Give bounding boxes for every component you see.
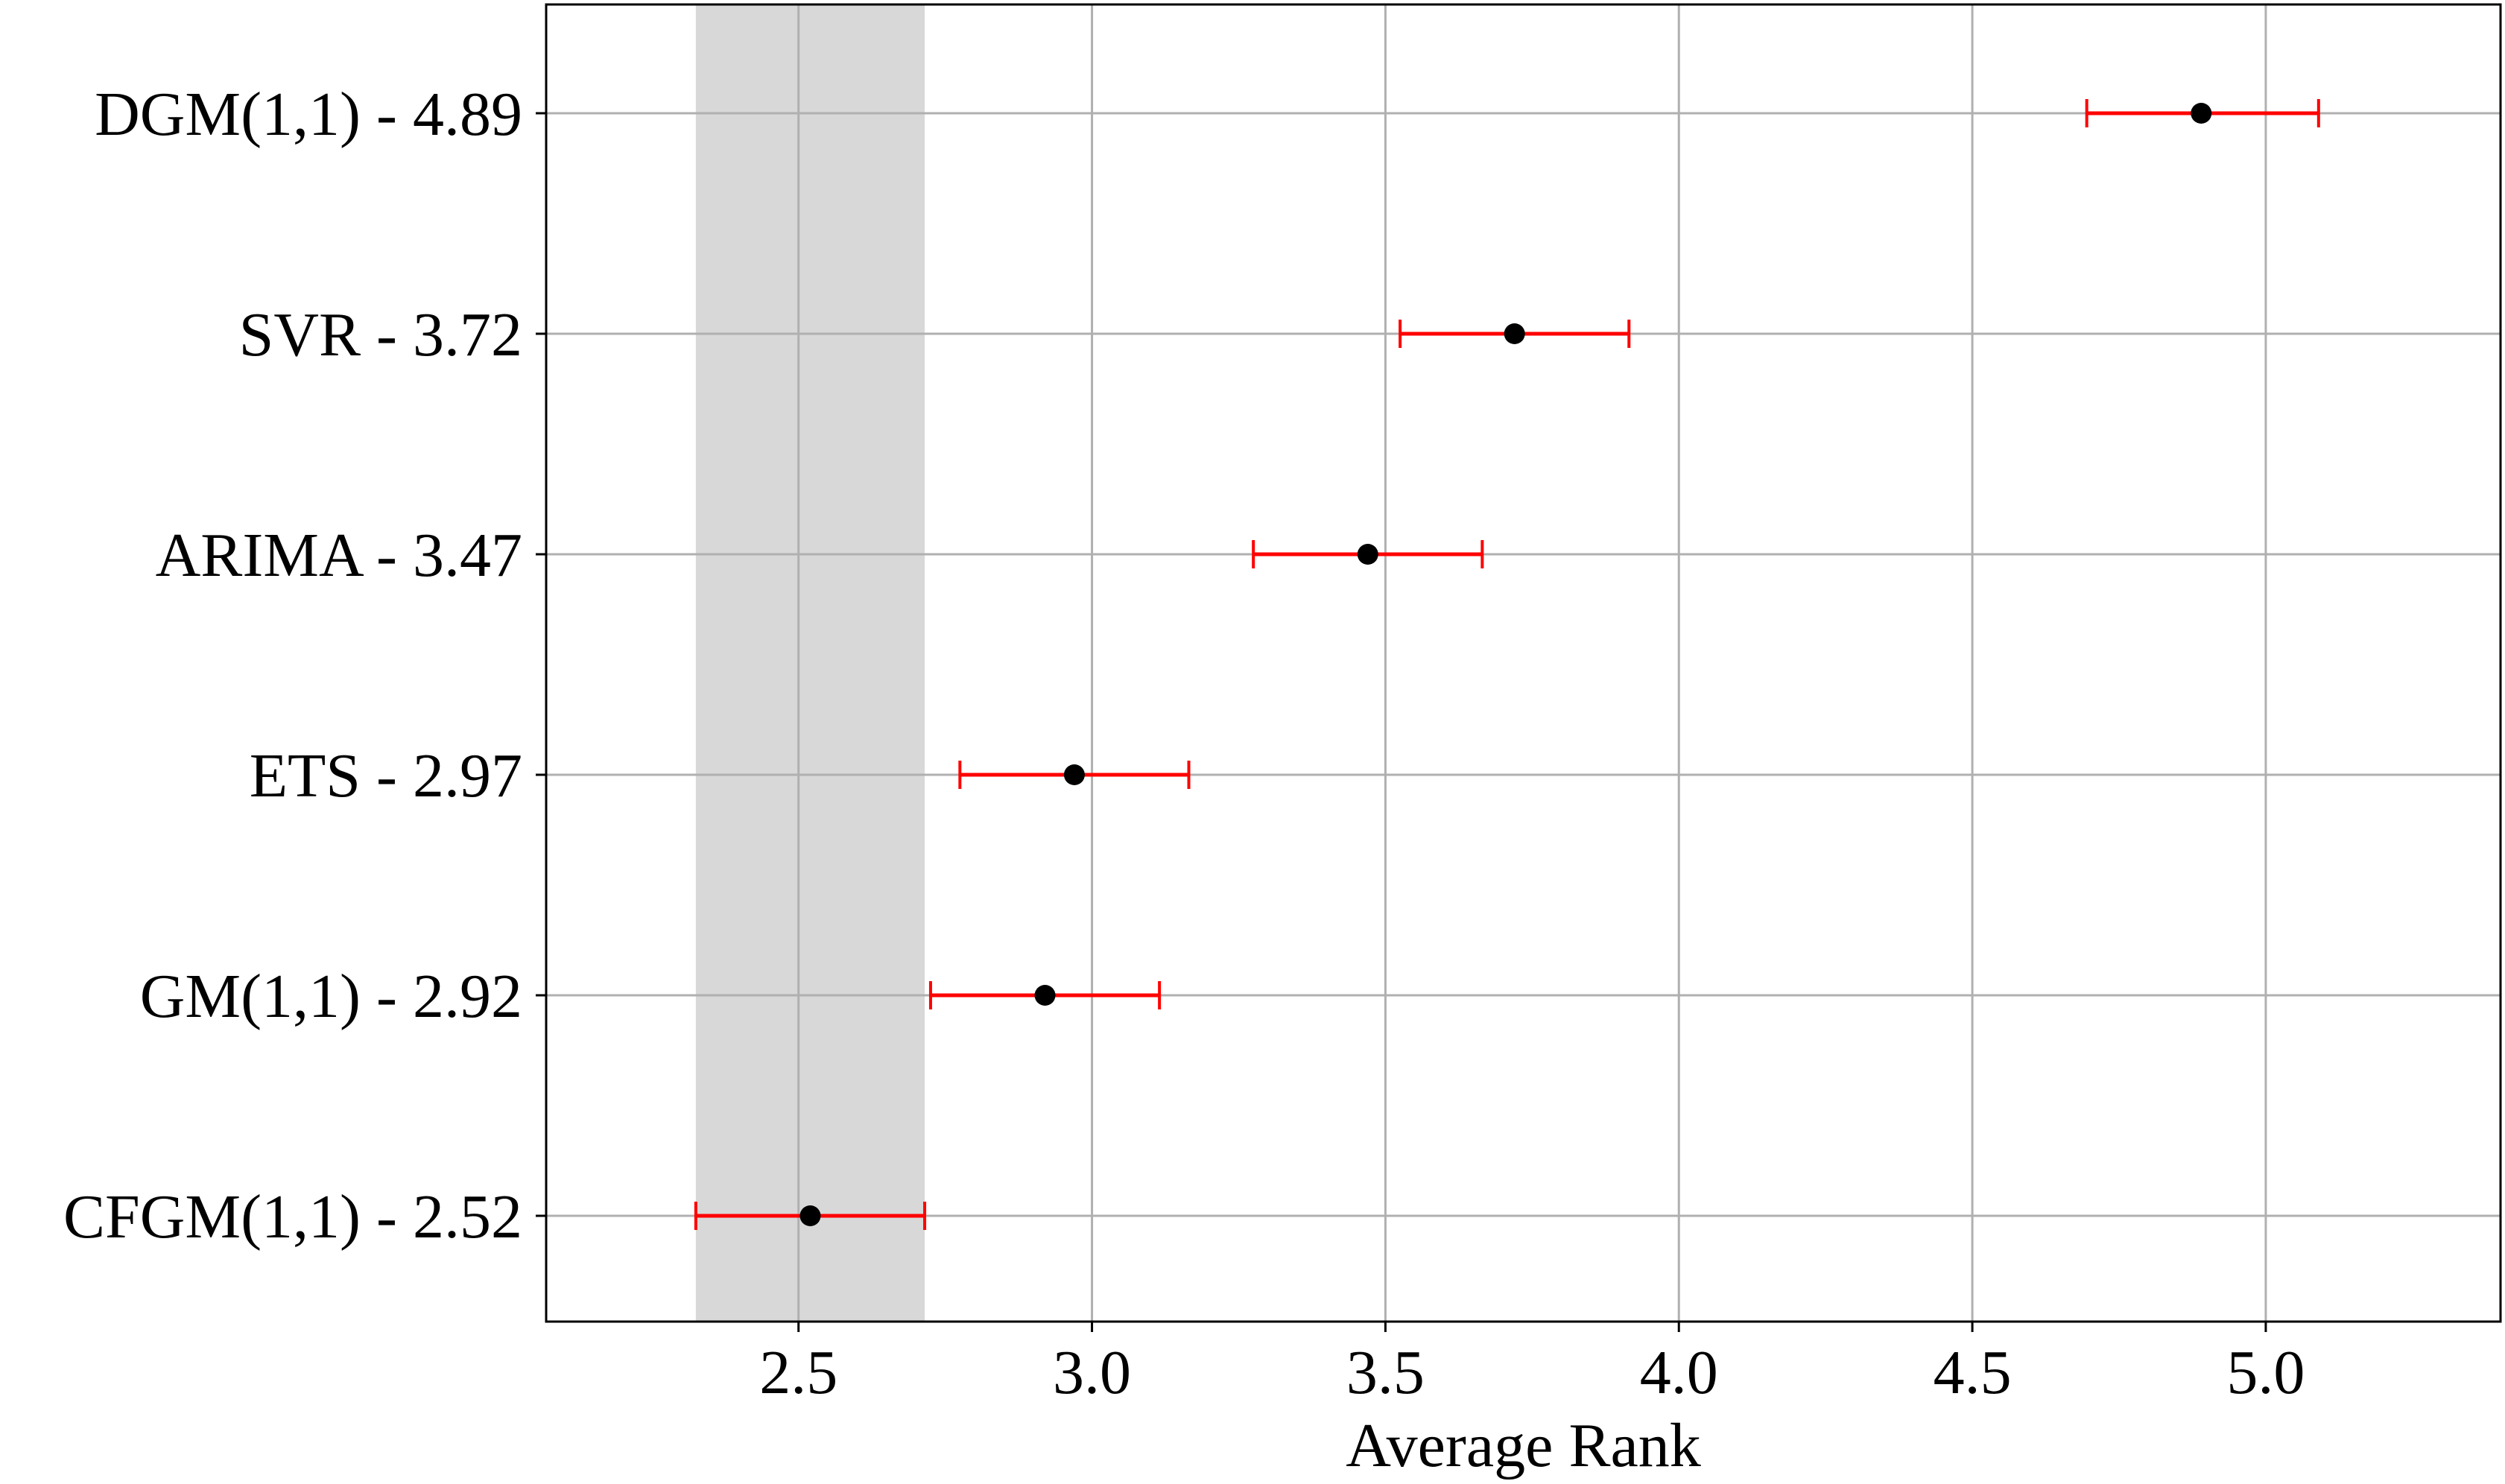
y-tick-label: SVR - 3.72 (239, 300, 522, 370)
y-tick-label: ARIMA - 3.47 (156, 521, 522, 590)
y-tick-label: CFGM(1,1) - 2.52 (63, 1182, 522, 1252)
x-axis-label: Average Rank (1346, 1411, 1701, 1480)
x-tick-label: 3.5 (1346, 1338, 1425, 1407)
plot-frame (545, 3, 2502, 1323)
shaded-region (695, 4, 925, 1322)
x-tick-label: 4.0 (1640, 1338, 1718, 1407)
y-tick-label: GM(1,1) - 2.92 (140, 962, 522, 1031)
y-tick-layer: DGM(1,1) - 4.89 SVR - 3.72 ARIMA - 3.47 ETS… (63, 80, 546, 1252)
y-tick-label: ETS - 2.97 (250, 741, 522, 811)
x-tick-layer: 2.5 3.0 3.5 4.0 4.5 5.0 (759, 1322, 2305, 1407)
data-point (1357, 544, 1378, 565)
data-point (1034, 985, 1056, 1006)
data-point (1504, 323, 1525, 344)
x-tick-label: 3.0 (1053, 1338, 1131, 1407)
data-point (1063, 764, 1085, 785)
y-tick-label: DGM(1,1) - 4.89 (95, 80, 522, 149)
data-point (2191, 103, 2212, 124)
data-point (799, 1205, 821, 1226)
point-layer (799, 103, 2212, 1226)
x-tick-label: 4.5 (1934, 1338, 2012, 1407)
error-bar-layer (694, 99, 2320, 1230)
x-tick-label: 2.5 (759, 1338, 837, 1407)
shaded-region-layer (695, 4, 925, 1322)
x-tick-label: 5.0 (2226, 1338, 2305, 1407)
